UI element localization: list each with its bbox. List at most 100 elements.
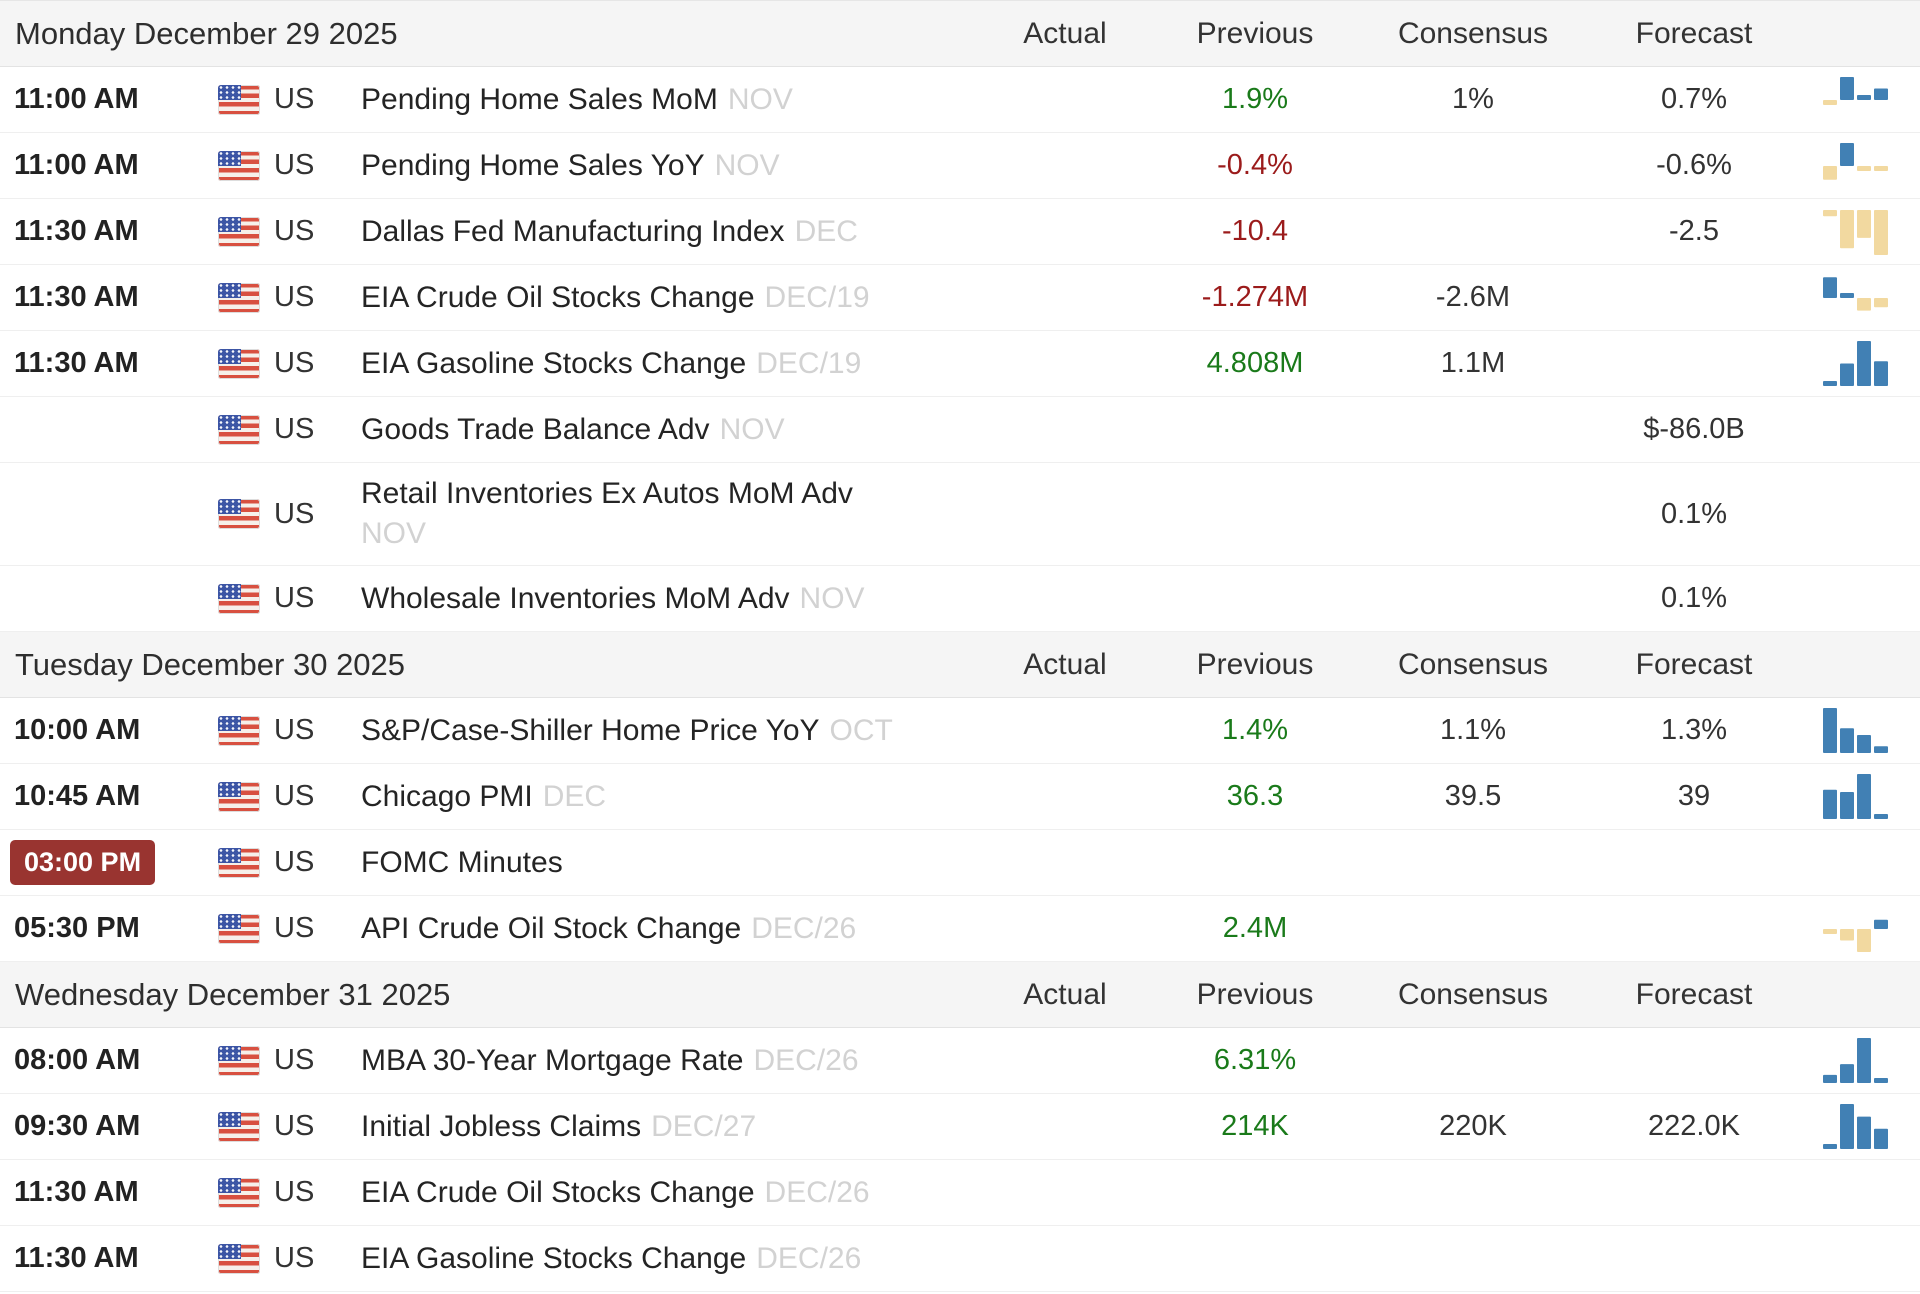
event-name[interactable]: EIA Crude Oil Stocks Change	[361, 280, 755, 314]
event-cell: Chicago PMI DEC	[355, 766, 975, 828]
event-reference: DEC/26	[756, 1241, 862, 1275]
event-row[interactable]: 03:00 PM US FOMC Minutes	[0, 830, 1920, 896]
column-header-forecast: Forecast	[1635, 977, 1753, 1011]
event-row[interactable]: US Goods Trade Balance Adv NOV $-86.0B	[0, 397, 1920, 463]
forecast-value: -2.5	[1669, 215, 1719, 247]
day-title: Monday December 29 2025	[15, 15, 398, 51]
us-flag-icon	[218, 847, 260, 878]
event-reference: DEC/26	[751, 911, 857, 945]
country-label: US	[274, 1044, 315, 1076]
forecast-value: 0.1%	[1660, 582, 1728, 614]
sparkline-chart-icon[interactable]	[1815, 139, 1897, 193]
event-name[interactable]: Retail Inventories Ex Autos MoM Adv	[361, 477, 853, 510]
event-name[interactable]: EIA Gasoline Stocks Change	[361, 1241, 747, 1275]
event-time: 11:30 AM	[14, 281, 139, 313]
event-reference: NOV	[361, 517, 427, 550]
column-header-actual: Actual	[1023, 16, 1107, 50]
event-row[interactable]: US Wholesale Inventories MoM Adv NOV 0.1%	[0, 566, 1920, 632]
event-reference: OCT	[829, 713, 893, 747]
event-name[interactable]: Initial Jobless Claims	[361, 1109, 642, 1143]
sparkline-chart-icon[interactable]	[1815, 73, 1897, 127]
us-flag-icon	[218, 499, 260, 529]
sparkline-chart-icon[interactable]	[1815, 770, 1897, 824]
event-name[interactable]: FOMC Minutes	[361, 845, 563, 879]
event-time: 05:30 PM	[14, 912, 140, 944]
previous-value: 1.4%	[1221, 714, 1289, 746]
sparkline-chart-icon[interactable]	[1815, 902, 1897, 956]
us-flag-icon	[218, 150, 260, 181]
consensus-value: 39.5	[1444, 780, 1502, 812]
event-cell: EIA Crude Oil Stocks Change DEC/26	[355, 1162, 975, 1224]
country-label: US	[274, 780, 315, 812]
sparkline-chart-icon[interactable]	[1815, 271, 1897, 325]
event-name[interactable]: Pending Home Sales MoM	[361, 82, 718, 116]
event-cell: EIA Crude Oil Stocks Change DEC/19	[355, 267, 975, 329]
event-row[interactable]: 11:30 AM US EIA Crude Oil Stocks Change DEC…	[0, 265, 1920, 331]
event-row[interactable]: 11:30 AM US EIA Crude Oil Stocks Change DEC…	[0, 1160, 1920, 1226]
sparkline-chart-icon[interactable]	[1815, 1100, 1897, 1154]
country-cell: US	[205, 1242, 355, 1275]
day-header: Wednesday December 31 2025 Actual Previous…	[0, 962, 1920, 1028]
sparkline-chart-icon[interactable]	[1815, 205, 1897, 259]
event-time-badge: 03:00 PM	[10, 840, 156, 885]
country-cell: US	[205, 413, 355, 446]
country-cell: US	[205, 846, 355, 879]
country-label: US	[274, 83, 315, 115]
event-reference: NOV	[799, 581, 865, 615]
us-flag-icon	[218, 1243, 260, 1274]
event-row[interactable]: 10:00 AM US S&P/Case-Shiller Home Price Yo…	[0, 698, 1920, 764]
event-reference: DEC/19	[756, 346, 862, 380]
event-name[interactable]: Wholesale Inventories MoM Adv	[361, 581, 790, 615]
country-cell: US	[205, 912, 355, 945]
sparkline-chart-icon[interactable]	[1815, 704, 1897, 758]
event-reference: DEC/27	[651, 1109, 757, 1143]
sparkline-chart-icon[interactable]	[1815, 1034, 1897, 1088]
country-label: US	[274, 1242, 315, 1274]
country-label: US	[274, 1176, 315, 1208]
sparkline-cell	[1797, 139, 1920, 193]
event-row[interactable]: 11:30 AM US EIA Gasoline Stocks Change DEC/…	[0, 1226, 1920, 1292]
sparkline-cell	[1797, 271, 1920, 325]
event-name[interactable]: Chicago PMI	[361, 779, 533, 813]
sparkline-cell	[1797, 1034, 1920, 1088]
country-label: US	[274, 149, 315, 181]
us-flag-icon	[218, 781, 260, 812]
event-row[interactable]: 08:00 AM US MBA 30-Year Mortgage Rate DEC/2…	[0, 1028, 1920, 1094]
event-name[interactable]: EIA Gasoline Stocks Change	[361, 346, 747, 380]
event-row[interactable]: 10:45 AM US Chicago PMI DEC 36.3 39.5 39	[0, 764, 1920, 830]
event-cell: S&P/Case-Shiller Home Price YoY OCT	[355, 700, 975, 762]
column-header-consensus: Consensus	[1397, 647, 1549, 681]
sparkline-chart-icon[interactable]	[1815, 337, 1897, 391]
event-cell: Goods Trade Balance Adv NOV	[355, 399, 975, 461]
event-row[interactable]: 11:30 AM US EIA Gasoline Stocks Change DEC/…	[0, 331, 1920, 397]
event-name[interactable]: API Crude Oil Stock Change	[361, 911, 742, 945]
event-row[interactable]: 11:00 AM US Pending Home Sales YoY NOV -0.4%…	[0, 133, 1920, 199]
event-name[interactable]: Goods Trade Balance Adv	[361, 412, 710, 446]
us-flag-icon	[218, 1045, 260, 1076]
country-cell: US	[205, 714, 355, 747]
event-row[interactable]: US Retail Inventories Ex Autos MoM Adv NOV…	[0, 463, 1920, 566]
country-label: US	[274, 215, 315, 247]
event-name[interactable]: EIA Crude Oil Stocks Change	[361, 1175, 755, 1209]
event-name[interactable]: S&P/Case-Shiller Home Price YoY	[361, 713, 820, 747]
event-name[interactable]: Pending Home Sales YoY	[361, 148, 705, 182]
event-name[interactable]: MBA 30-Year Mortgage Rate	[361, 1043, 744, 1077]
consensus-value: 220K	[1439, 1110, 1507, 1142]
country-cell: US	[205, 347, 355, 380]
event-name[interactable]: Dallas Fed Manufacturing Index	[361, 214, 785, 248]
event-cell: FOMC Minutes	[355, 832, 975, 894]
column-header-forecast: Forecast	[1635, 16, 1753, 50]
event-row[interactable]: 11:30 AM US Dallas Fed Manufacturing Index…	[0, 199, 1920, 265]
sparkline-cell	[1797, 1100, 1920, 1154]
event-reference: NOV	[714, 148, 780, 182]
sparkline-cell	[1797, 770, 1920, 824]
consensus-value: 1.1M	[1440, 347, 1506, 379]
us-flag-icon	[218, 414, 260, 445]
event-row[interactable]: 05:30 PM US API Crude Oil Stock Change DEC/…	[0, 896, 1920, 962]
country-label: US	[274, 413, 315, 445]
event-row[interactable]: 09:30 AM US Initial Jobless Claims DEC/27 21…	[0, 1094, 1920, 1160]
country-label: US	[274, 846, 315, 878]
event-time: 10:00 AM	[14, 714, 141, 746]
column-header-previous: Previous	[1196, 977, 1314, 1011]
event-row[interactable]: 11:00 AM US Pending Home Sales MoM NOV 1.9% 1…	[0, 67, 1920, 133]
